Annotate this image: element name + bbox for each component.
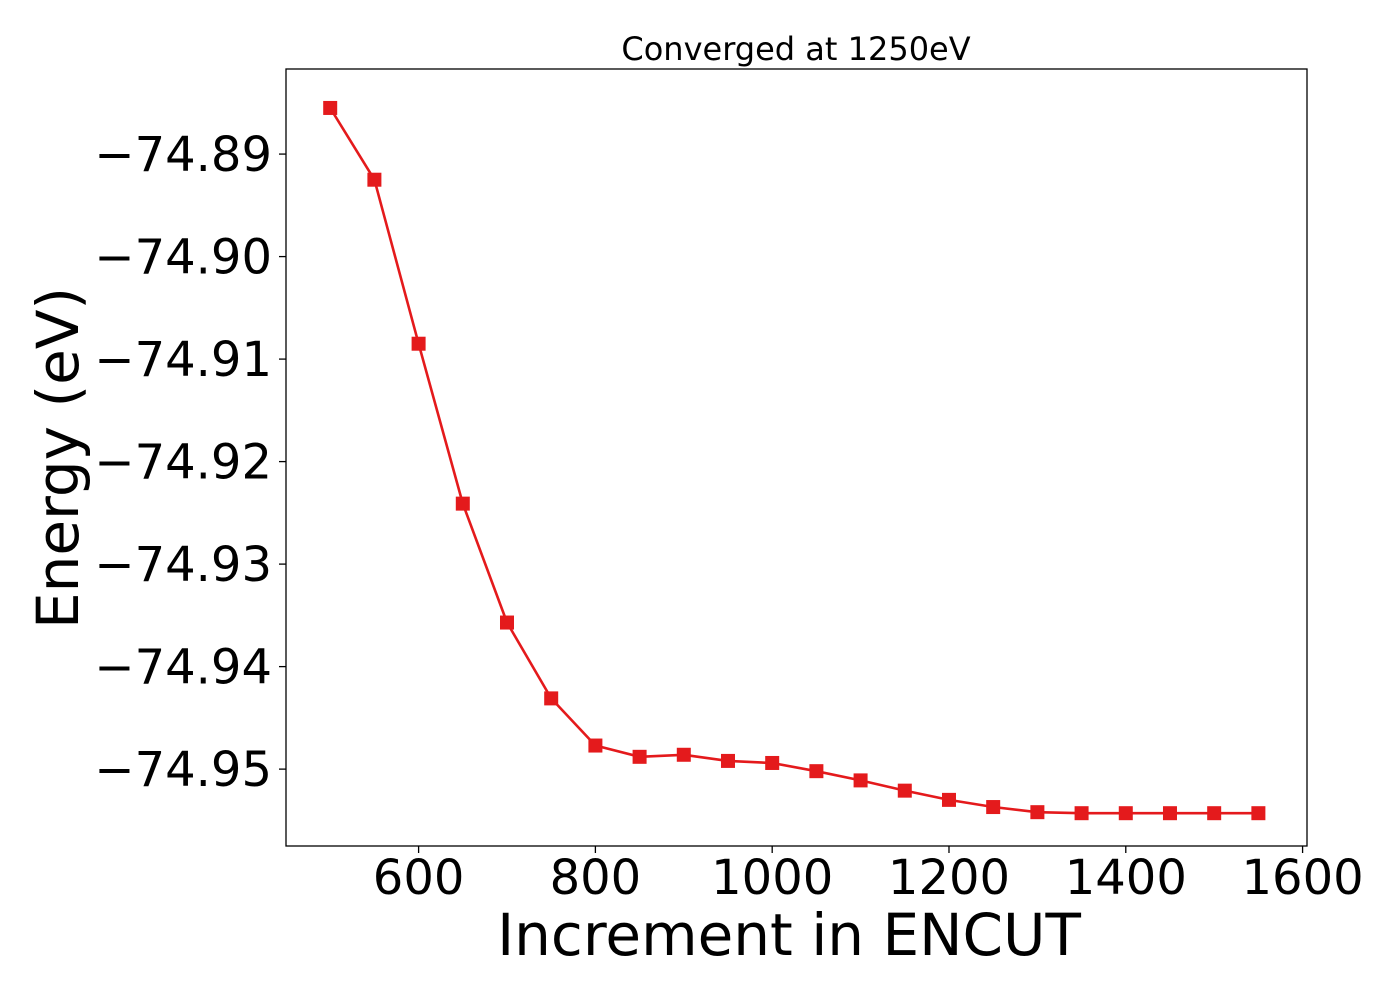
data-point-marker xyxy=(323,100,338,115)
x-axis-ticks: 600 800 1000 1200 1400 1600 xyxy=(373,846,1364,906)
data-point-marker xyxy=(1251,806,1266,821)
x-tick-label: 1600 xyxy=(1242,850,1364,906)
y-tick-label: −74.91 xyxy=(94,332,272,388)
data-point-marker xyxy=(765,755,780,770)
data-point-marker xyxy=(632,749,647,764)
data-point-marker xyxy=(897,783,912,798)
data-point-marker xyxy=(411,336,426,351)
x-tick-label: 1400 xyxy=(1065,850,1187,906)
data-point-marker xyxy=(809,764,824,779)
plot-area xyxy=(285,68,1308,847)
data-point-marker xyxy=(1074,806,1089,821)
y-tick-label: −74.92 xyxy=(94,435,272,491)
x-axis-label: Increment in ENCUT xyxy=(497,901,1081,969)
y-tick-label: −74.95 xyxy=(94,742,272,798)
data-point-marker xyxy=(941,792,956,807)
data-point-marker xyxy=(1030,805,1045,820)
data-point-marker xyxy=(544,691,559,706)
data-point-marker xyxy=(986,800,1001,815)
data-point-marker xyxy=(588,738,603,753)
data-point-marker xyxy=(499,615,514,630)
x-tick-label: 1000 xyxy=(711,850,833,906)
series-line xyxy=(329,107,1259,815)
x-tick-label: 800 xyxy=(550,850,642,906)
data-point-marker xyxy=(1162,806,1177,821)
data-point-marker xyxy=(676,747,691,762)
data-point-marker xyxy=(367,172,382,187)
data-point-marker xyxy=(720,753,735,768)
data-point-marker xyxy=(455,496,470,511)
data-point-marker xyxy=(853,773,868,788)
x-tick-label: 600 xyxy=(373,850,465,906)
chart-title: Converged at 1250eV xyxy=(621,30,970,68)
y-tick-label: −74.90 xyxy=(94,230,272,286)
data-point-marker xyxy=(1118,806,1133,821)
series-layer xyxy=(323,100,1266,821)
x-tick-label: 1200 xyxy=(888,850,1010,906)
y-axis-ticks: −74.89 −74.90 −74.91 −74.92 −74.93 −74.94 −74.… xyxy=(94,127,286,798)
y-tick-label: −74.93 xyxy=(94,537,272,593)
y-tick-label: −74.94 xyxy=(94,640,272,696)
y-tick-label: −74.89 xyxy=(94,127,272,183)
y-axis-label: Energy (eV) xyxy=(24,287,92,629)
data-point-marker xyxy=(1207,806,1222,821)
